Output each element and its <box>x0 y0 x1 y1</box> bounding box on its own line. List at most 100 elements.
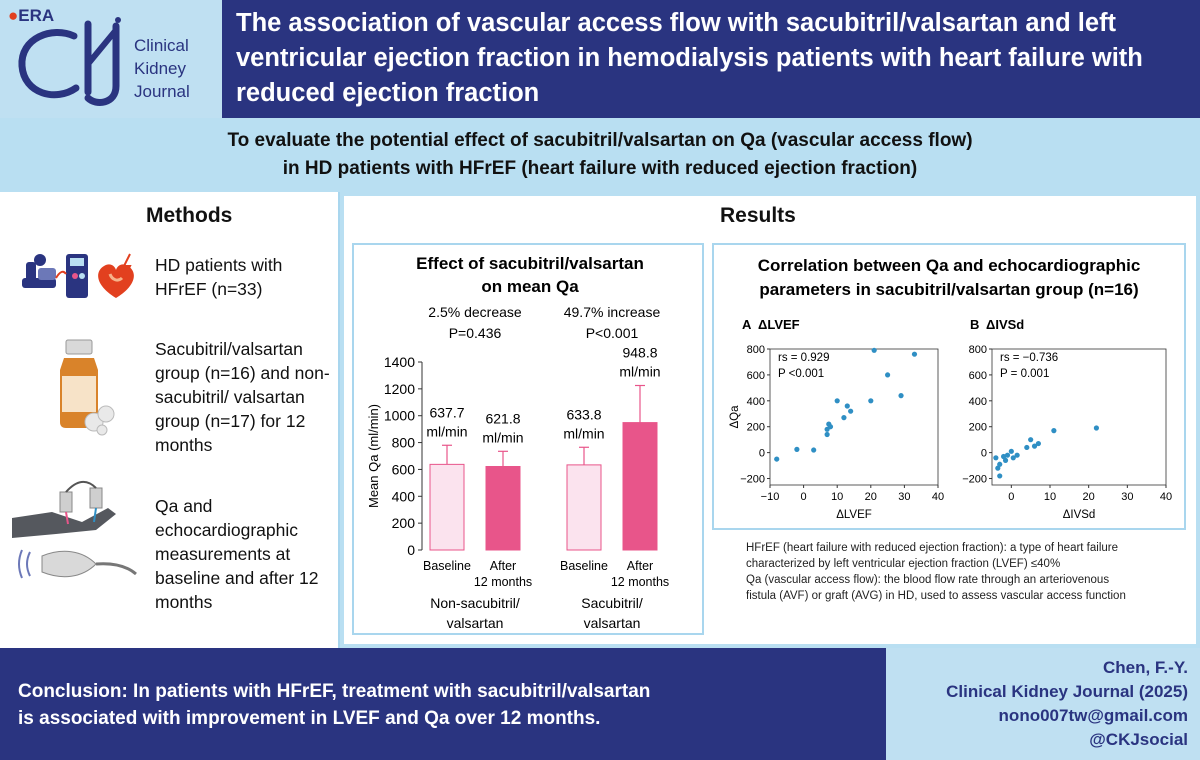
bar-chart-title: on mean Qa <box>481 277 579 296</box>
scatter-point <box>811 447 817 453</box>
scatter-panel-title: ΔLVEF <box>758 317 800 332</box>
group-name-label: Sacubitril/ <box>581 595 643 611</box>
citation-panel <box>886 648 1200 760</box>
y-tick-label: 0 <box>759 448 765 460</box>
scatter-point <box>1014 452 1020 458</box>
x-tick-label: 10 <box>831 491 843 503</box>
x-axis-label: ΔIVSd <box>1063 509 1096 521</box>
x-tick-label: 40 <box>1160 491 1172 503</box>
bar-baseline <box>429 463 465 551</box>
y-tick-label: −200 <box>740 474 765 486</box>
scatter-point <box>1002 457 1009 463</box>
scatter-point <box>1093 425 1099 431</box>
y-tick-label: 400 <box>392 488 416 504</box>
scatter-point <box>848 408 854 414</box>
method-item-groups: Sacubitril/valsartan group (n=16) and no… <box>155 339 330 455</box>
bar-after <box>622 422 658 551</box>
era-logo: ●ERA <box>8 6 55 25</box>
correlation-title: Correlation between Qa and echocardiogra… <box>758 256 1141 275</box>
x-tick-label: 20 <box>1083 491 1095 503</box>
scatter-point <box>1051 428 1057 434</box>
bar-unit-label: ml/min <box>619 364 660 380</box>
y-tick-label: 200 <box>969 422 987 434</box>
x-axis-label: ΔLVEF <box>836 509 872 521</box>
bar-after <box>485 466 521 551</box>
scatter-point <box>824 431 830 438</box>
methods-heading: Methods <box>146 204 233 227</box>
ultrasound-arm-icon <box>12 481 137 579</box>
bar-value-label: 621.8 <box>485 410 520 426</box>
citation-social[interactable]: @CKJsocial <box>1089 730 1188 749</box>
qa-bar-chart: Effect of sacubitril/valsartan on mean Qa… <box>366 254 669 631</box>
y-tick-label: 200 <box>747 422 765 434</box>
study-aim: To evaluate the potential effect of sacu… <box>0 118 1200 192</box>
footnote-line-1: HFrEF (heart failure with reduced ejecti… <box>746 542 1119 554</box>
group-name-label: Non-sacubitril/ <box>430 595 520 611</box>
definitions-footnote: HFrEF (heart failure with reduced ejecti… <box>746 540 1186 604</box>
scatter-point <box>997 473 1003 479</box>
bar-unit-label: ml/min <box>482 429 523 445</box>
y-tick-label: 400 <box>969 396 987 408</box>
group-p-value: P=0.436 <box>449 325 502 341</box>
scatter-point <box>1028 437 1034 443</box>
scatter-point <box>1008 448 1014 454</box>
correlation-p-value: P = 0.001 <box>1000 368 1049 380</box>
bar-unit-label: ml/min <box>426 423 467 439</box>
footnote-line-2: characterized by left ventricular ejecti… <box>746 558 1061 570</box>
bar-baseline <box>566 464 602 551</box>
bar-value-label: 637.7 <box>429 404 464 420</box>
footnote-line-3: Qa (vascular access flow): the blood flo… <box>746 574 1110 586</box>
scatter-point <box>1010 455 1016 461</box>
citation-author: Chen, F.-Y. <box>1102 658 1188 677</box>
y-tick-label: 1000 <box>384 408 415 424</box>
ckj-logo-icon <box>18 17 121 106</box>
correlation-p-value: P <0.001 <box>778 368 824 380</box>
bar-chart-title: Effect of sacubitril/valsartan <box>416 254 644 273</box>
conclusion-line-2: is associated with improvement in LVEF a… <box>18 708 601 729</box>
correlation-panel: Correlation between Qa and echocardiogra… <box>712 243 1186 530</box>
y-tick-label: 200 <box>392 515 416 531</box>
scatter-point <box>911 351 918 357</box>
correlation-coefficient: rs = −0.736 <box>1000 352 1058 364</box>
citation: Chen, F.-Y. Clinical Kidney Journal (202… <box>946 656 1188 752</box>
y-tick-label: −200 <box>962 474 987 486</box>
bar-category-label: After <box>490 559 516 573</box>
scatter-frame <box>991 348 1167 486</box>
scatter-point <box>997 461 1003 467</box>
y-tick-label: 800 <box>392 435 416 451</box>
y-axis-label: Mean Qa (ml/min) <box>366 404 381 508</box>
citation-email[interactable]: nono007tw@gmail.com <box>998 706 1188 725</box>
method-item-patients: HD patients with HFrEF (n=33) <box>155 255 283 299</box>
bar-chart-panel: Effect of sacubitril/valsartan on mean Qa… <box>352 243 704 635</box>
scatter-frame <box>769 348 939 486</box>
correlation-coefficient: rs = 0.929 <box>778 352 829 364</box>
scatter-panel-title: ΔIVSd <box>986 317 1024 332</box>
scatter-point <box>1035 440 1041 447</box>
group-name-label: valsartan <box>584 615 641 631</box>
y-tick-label: 1400 <box>384 354 415 370</box>
citation-journal: Clinical Kidney Journal (2025) <box>946 682 1188 701</box>
y-tick-label: 400 <box>747 396 765 408</box>
bar-value-label: 633.8 <box>566 406 601 422</box>
y-tick-label: 0 <box>981 448 987 460</box>
footnote-line-4: fistula (AVF) or graft (AVG) in HD, used… <box>746 590 1126 602</box>
x-tick-label: 30 <box>1121 491 1133 503</box>
y-tick-label: 1200 <box>384 381 415 397</box>
scatter-point <box>995 465 1001 471</box>
correlation-title: parameters in sacubitril/valsartan group… <box>759 280 1138 299</box>
scatter-point <box>841 415 847 421</box>
scatter-point <box>1031 443 1038 449</box>
x-tick-label: 10 <box>1044 491 1056 503</box>
scatter-point <box>834 398 840 404</box>
x-tick-label: 40 <box>932 491 944 503</box>
aim-line-2: in HD patients with HFrEF (heart failure… <box>282 158 918 179</box>
page-title: The association of vascular access flow … <box>236 9 1143 107</box>
scatter-point <box>794 446 800 452</box>
bar-category-label: 12 months <box>474 575 532 589</box>
scatter-point <box>898 393 904 399</box>
scatter-point <box>868 398 874 404</box>
x-tick-label: 0 <box>801 491 807 503</box>
conclusion-line-1: Conclusion: In patients with HFrEF, trea… <box>18 681 651 702</box>
correlation-charts: Correlation between Qa and echocardiogra… <box>729 256 1172 521</box>
medicine-bottle-icon <box>60 339 115 436</box>
